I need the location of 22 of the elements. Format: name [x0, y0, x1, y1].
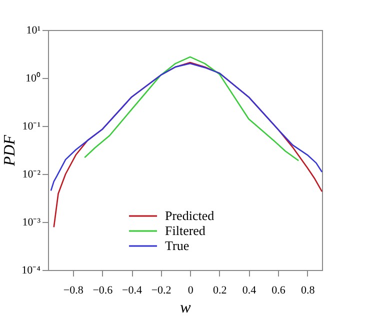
y-tick-label: 10⁻²	[22, 168, 42, 180]
line-series	[84, 56, 300, 162]
legend-label: Filtered	[165, 223, 206, 238]
y-tick-label: 10⁻⁴	[22, 264, 41, 276]
x-tick-label: 0	[188, 284, 194, 296]
x-tick-label: −0.6	[92, 284, 114, 296]
x-tick-label: −0.2	[151, 284, 172, 296]
x-tick-label: 0.8	[300, 284, 316, 296]
y-tick-label: 10⁻³	[22, 216, 42, 228]
x-tick-label: 0.2	[213, 284, 227, 296]
y-tick-label: 10¹	[26, 24, 40, 36]
y-axis-title: PDF	[2, 134, 19, 168]
y-tick-label: 10⁰	[26, 72, 40, 84]
x-tick-label: −0.8	[63, 284, 84, 296]
line-series	[50, 62, 323, 192]
x-tick-label: 0.4	[242, 284, 257, 296]
x-tick-label: 0.6	[272, 284, 286, 296]
x-tick-label: −0.4	[122, 284, 142, 296]
x-axis-title: w	[180, 300, 192, 316]
legend-label: Predicted	[165, 208, 215, 223]
y-tick-label: 10⁻¹	[22, 120, 40, 132]
legend-label: True	[165, 238, 190, 253]
